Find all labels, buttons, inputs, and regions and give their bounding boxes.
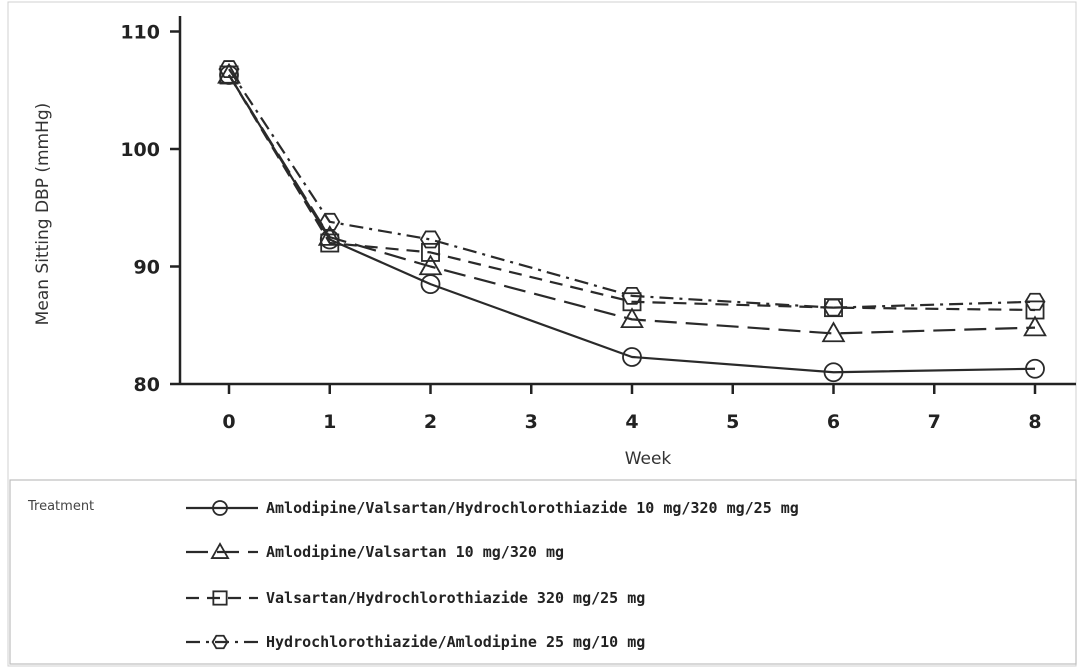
data-point [1025,300,1045,320]
data-point [823,362,844,383]
x-tick-label: 5 [726,411,739,433]
data-point [821,321,846,343]
y-axis-title: Mean Sitting DBP (mmHg) [33,103,53,326]
legend-items: Amlodipine/Valsartan/Hydrochlorothiazide… [186,499,799,651]
legend-label: Amlodipine/Valsartan/Hydrochlorothiazide… [266,499,799,517]
data-point [622,347,642,367]
data-point [219,65,239,85]
legend-label: Valsartan/Hydrochlorothiazide 320 mg/25 … [266,589,645,607]
y-tick-label: 90 [134,257,160,279]
series-square [219,65,1045,320]
x-tick-label: 2 [424,411,437,433]
legend-marker-diamond [211,634,229,650]
x-axis-title: Week [625,449,672,469]
x-tick-label: 8 [1028,411,1041,433]
legend: Treatment Amlodipine/Valsartan/Hydrochlo… [9,479,1077,665]
data-point [421,242,440,262]
data-point [620,307,644,329]
data-point [320,233,340,253]
legend-label: Amlodipine/Valsartan 10 mg/320 mg [266,543,564,561]
data-point [823,298,844,317]
y-tick-label: 80 [134,374,160,396]
figure-border [7,1,1077,667]
legend-marker-square [212,590,228,606]
legend-box [9,479,1077,665]
plot-area: 80 90 100 110 0 1 2 3 4 5 6 7 8 [120,16,1076,433]
x-ticks: 0 1 2 3 4 5 6 7 8 [222,384,1042,433]
series-line [228,68,1036,309]
data-point [621,286,643,305]
data-point [622,292,642,312]
series-layer [217,60,1047,383]
x-tick-label: 3 [525,411,538,433]
data-point [218,60,240,79]
legend-item: Hydrochlorothiazide/Amlodipine 25 mg/10 … [186,633,645,651]
data-point [1024,292,1046,311]
legend-item: Valsartan/Hydrochlorothiazide 320 mg/25 … [186,589,645,607]
data-point [319,212,341,231]
series-line [228,74,1036,335]
x-tick-label: 7 [928,411,941,433]
legend-item: Amlodipine/Valsartan 10 mg/320 mg [186,542,564,561]
series-triangle [217,62,1047,343]
data-point [317,224,342,246]
series-line [228,74,1036,312]
legend-title: Treatment [27,499,94,514]
y-ticks: 80 90 100 110 [120,22,180,396]
data-point [1023,315,1047,337]
legend-marker-triangle [210,542,230,559]
x-tick-label: 0 [222,411,235,433]
data-point [418,254,443,276]
y-tick-label: 110 [120,22,160,44]
x-tick-label: 4 [625,411,638,433]
legend-marker-circle [212,500,228,516]
x-tick-label: 1 [323,411,336,433]
series-diamond [218,60,1046,317]
legend-item: Amlodipine/Valsartan/Hydrochlorothiazide… [186,499,799,517]
data-point [1025,358,1045,379]
data-point [420,230,441,249]
legend-label: Hydrochlorothiazide/Amlodipine 25 mg/10 … [266,633,645,651]
x-tick-label: 6 [827,411,840,433]
y-tick-label: 100 [120,139,160,161]
